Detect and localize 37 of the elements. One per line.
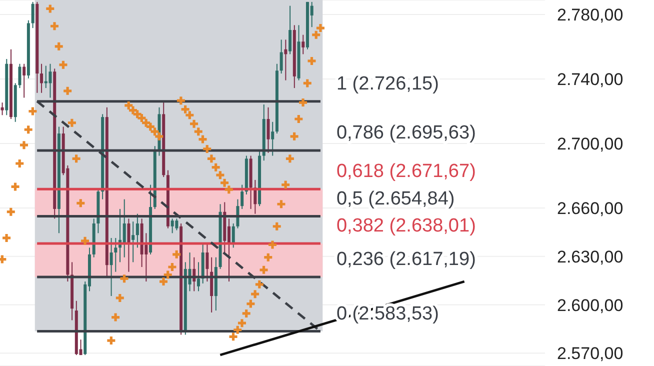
candlestick: [271, 121, 274, 156]
candlestick: [31, 1, 34, 29]
candlestick: [170, 218, 174, 234]
y-tick-label: 2.630,00: [557, 247, 624, 266]
candlestick: [48, 63, 52, 98]
candlestick: [288, 5, 292, 55]
candlestick: [122, 198, 126, 258]
ref-line-label: 0,786 (2.695,63): [336, 122, 476, 144]
ref-line-label: 0,618 (2.671,67): [336, 161, 476, 182]
candlestick: [266, 106, 270, 154]
y-tick-label: 2.570,00: [557, 344, 624, 364]
y-tick-label: 2.740,00: [557, 70, 624, 90]
candlestick: [18, 63, 22, 89]
candlestick: [175, 218, 178, 231]
candlestick: [114, 237, 118, 272]
y-tick-label: 2.600,00: [557, 296, 624, 315]
candlestick: [22, 63, 26, 98]
y-tick-label: 2.780,00: [557, 6, 624, 25]
ref-line-label: 0,382 (2.638,01): [336, 215, 476, 236]
candlestick: [40, 63, 44, 94]
candlestick: [284, 39, 288, 81]
y-tick-label: 2.700,00: [557, 134, 624, 154]
candlestick: [110, 237, 113, 297]
candlestick: [132, 221, 135, 263]
y-tick-label: 2.660,00: [557, 199, 624, 218]
ref-line-label: 1 (2.726,15): [336, 73, 439, 94]
candlestick: [232, 222, 235, 248]
candlestick: [136, 213, 139, 248]
candlestick: [0, 102, 4, 116]
candlestick: [240, 184, 244, 210]
candlestick: [196, 262, 200, 292]
candlestick: [206, 242, 209, 282]
candlestick: [302, 34, 305, 55]
candlestick: [280, 39, 283, 74]
ref-line-label: 0,5 (2.654,84): [336, 188, 455, 210]
ref-line-label: 0,236 (2.617,19): [336, 249, 476, 270]
candlestick: [127, 218, 130, 272]
